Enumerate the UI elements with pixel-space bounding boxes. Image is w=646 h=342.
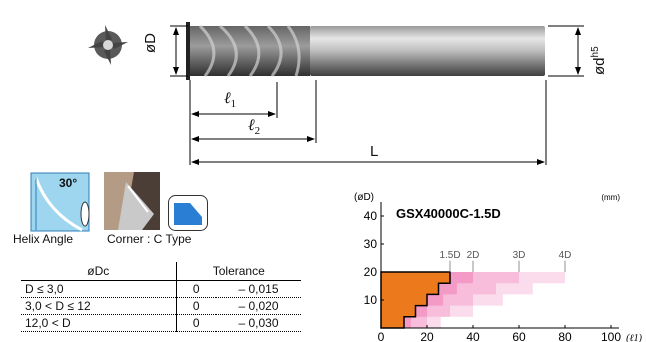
series-label-4D: 4D [559,250,572,261]
helix-angle-label: Helix Angle [13,232,74,246]
shank [310,26,545,76]
x-tick-label: 40 [466,330,480,342]
chart-unit: (mm) [601,193,620,202]
dim-l2-label: ℓ2 [248,117,261,138]
series-label-3D: 3D [513,250,526,261]
table-row: D ≤ 3,0 0 – 0,015 [21,280,301,298]
header-dc: øDc [21,262,177,281]
series-label-2D: 2D [467,250,480,261]
y-tick-label: 30 [364,237,378,251]
y-tick-label: 10 [364,293,378,307]
x-tick-label: 60 [512,330,526,342]
tolerance-table: øDc Tolerance D ≤ 3,0 0 – 0,015 3,0 < D … [21,262,301,332]
dim-l1-label: ℓ1 [224,90,237,111]
table-row: 12,0 < D 0 – 0,030 [21,314,301,332]
corner-photo-icon [104,172,160,230]
series-label-1-5D: 1.5D [439,250,460,261]
helix-angle-icon [30,172,90,232]
dim-D-label: øD [142,33,159,53]
header-tolerance: Tolerance [176,262,301,281]
x-tick-label: 20 [420,330,434,342]
tool-drawing [88,22,584,165]
y-axis-label: (øD) [354,192,374,203]
corner-type-label: Corner : C Type [107,232,192,246]
helix-angle-value: 30° [59,176,78,190]
x-tick-label: 80 [558,330,572,342]
end-view-icon [88,25,128,65]
x-tick-label: 100 [601,330,621,342]
c-type-corner-icon [168,195,208,231]
y-tick-label: 20 [364,265,378,279]
x-tick-label: 0 [378,330,385,342]
dim-L-label: L [370,143,379,160]
chart-title: GSX40000C-1.5D [396,206,501,221]
table-row: 3,0 < D ≤ 12 0 – 0,020 [21,297,301,315]
x-axis-label: (ℓ1) [626,333,642,342]
dim-d-label: ødh5 [590,46,608,75]
y-tick-label: 40 [364,209,378,223]
cutting-range-chart: 0 20 40 60 80 100 10 20 30 40 1.5D 2D 3D 4D GSX40000C-… [354,192,643,342]
